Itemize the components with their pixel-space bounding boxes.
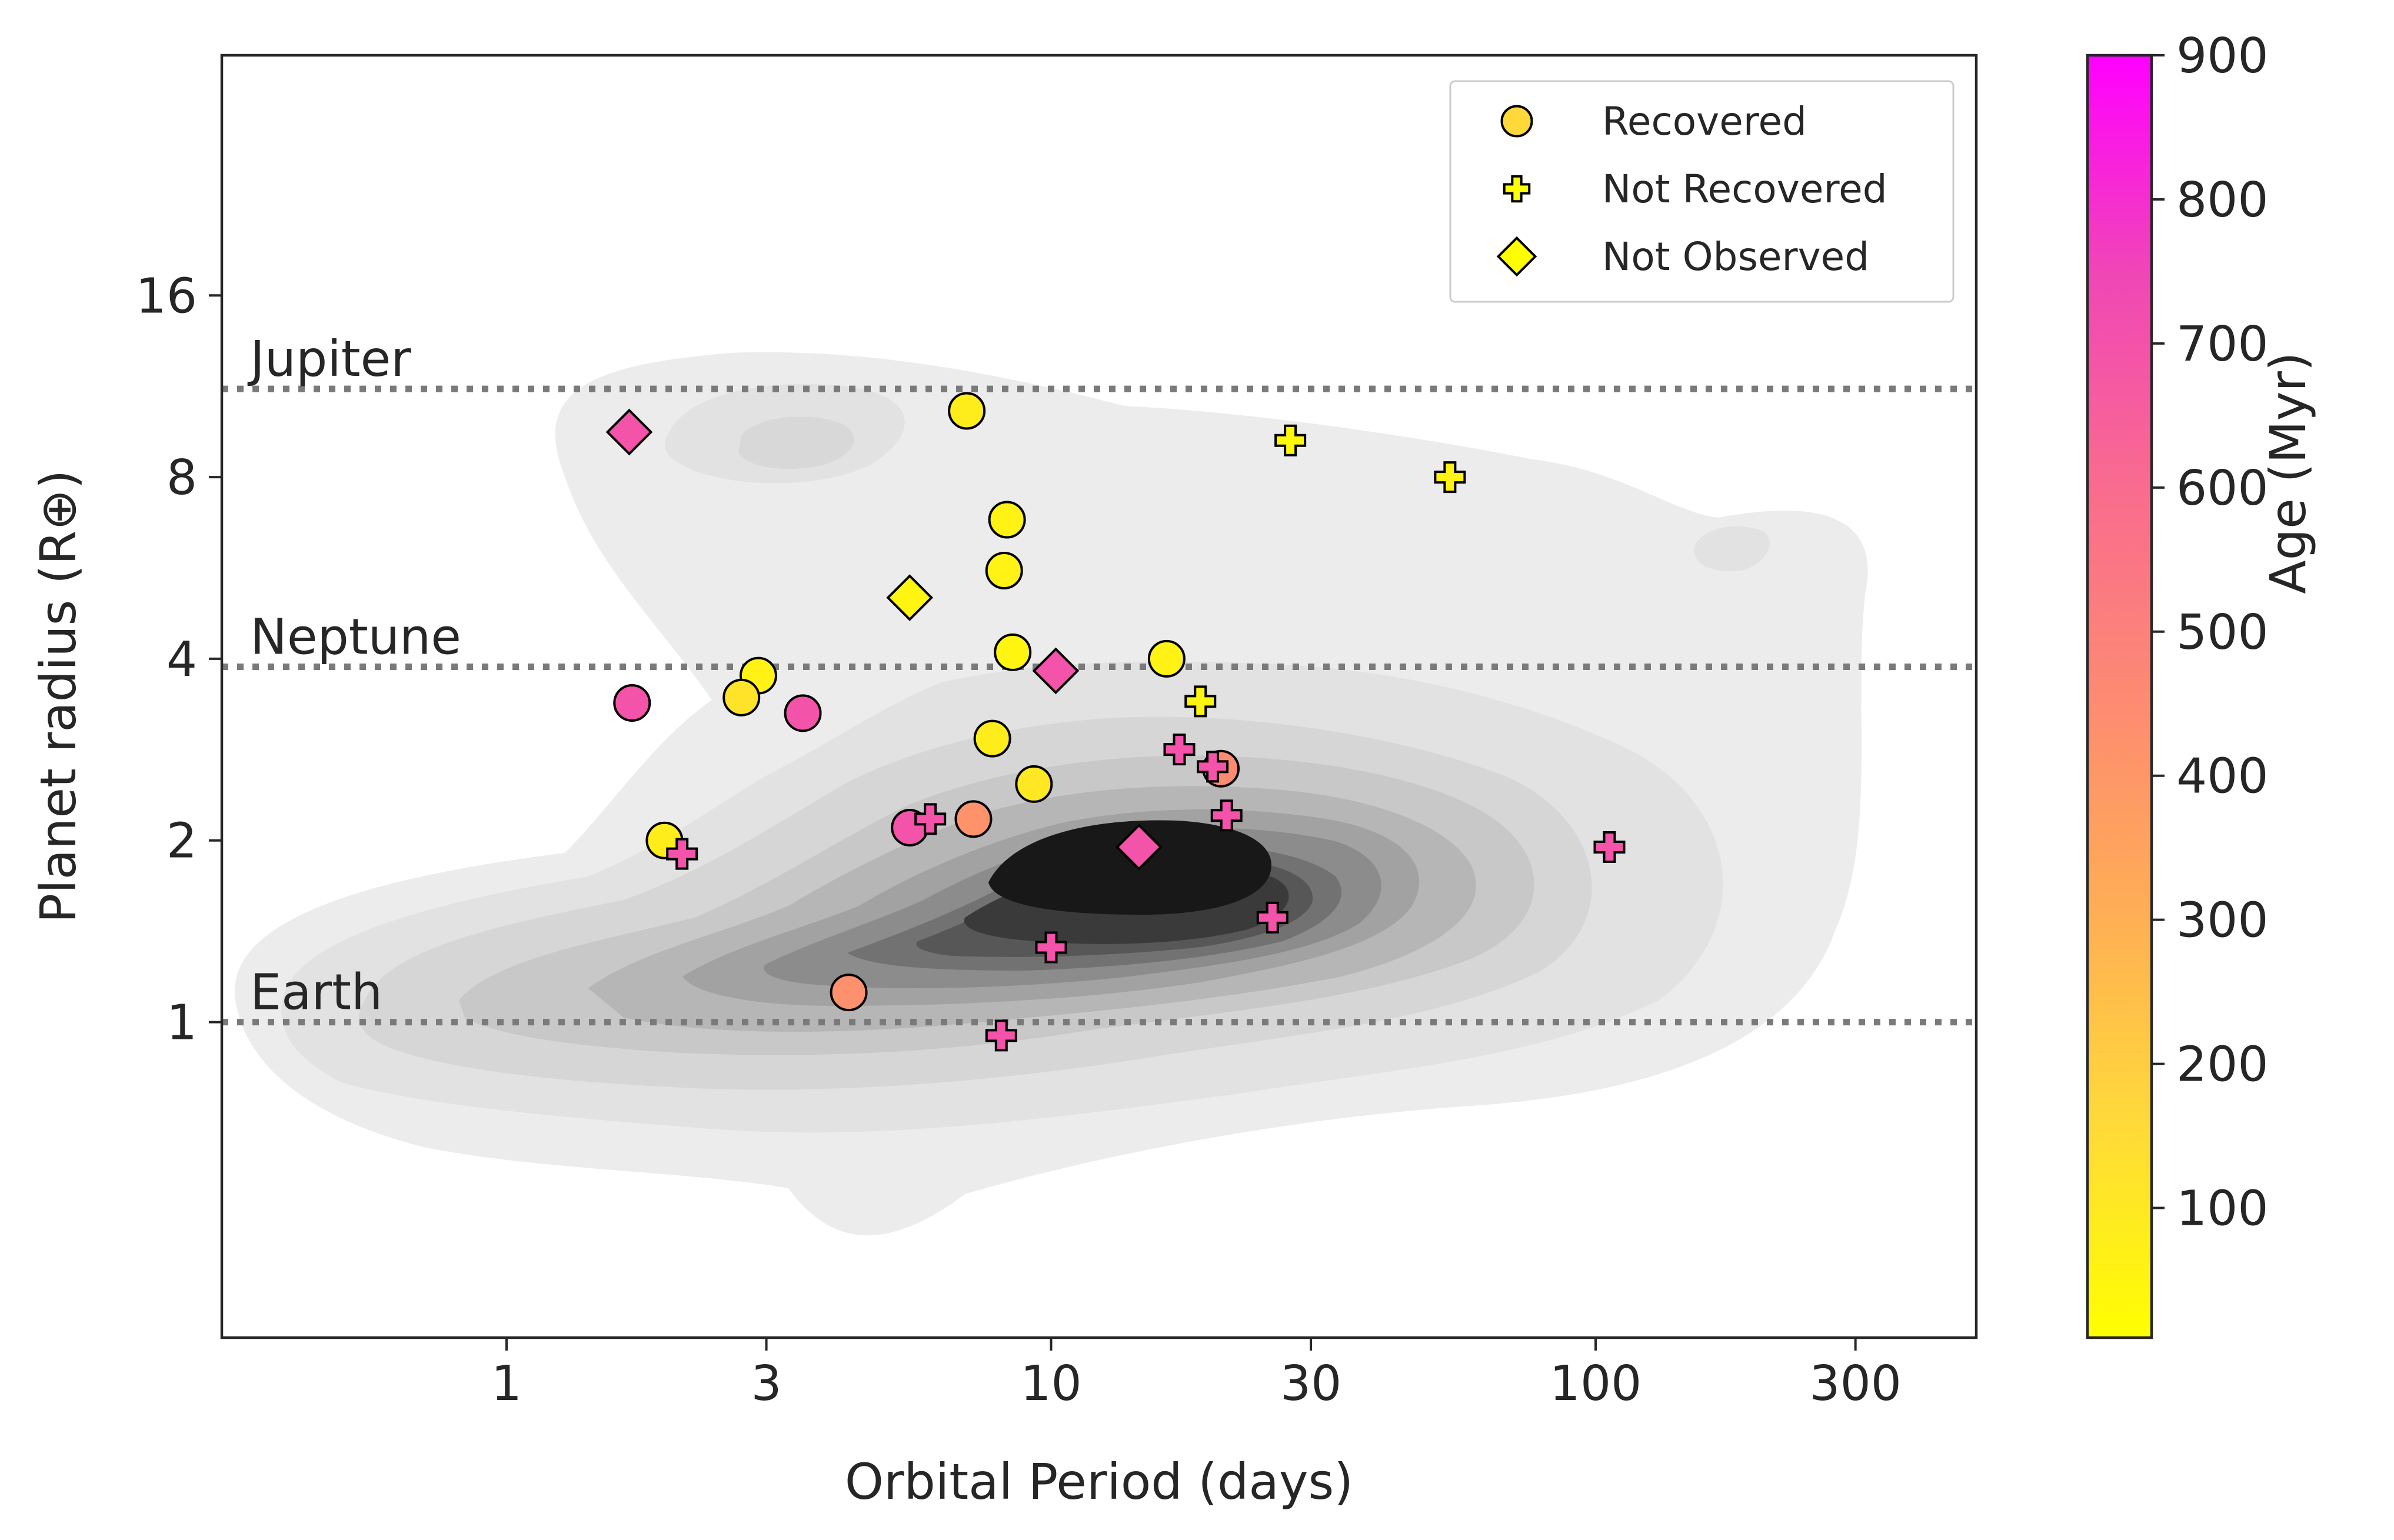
recovered-point-12 xyxy=(830,974,868,1012)
y-tick-label: 1 xyxy=(167,995,197,1051)
y-tick-label: 16 xyxy=(136,268,197,324)
legend-label-not-observed: Not Observed xyxy=(1602,234,1869,279)
x-tick-label: 1 xyxy=(491,1356,522,1412)
recovered-point-1 xyxy=(988,501,1026,539)
recovered-point-6 xyxy=(722,678,761,716)
colorbar-title: Age (Myr) xyxy=(2259,352,2317,594)
not-recovered-point-7 xyxy=(914,803,947,835)
x-tick-label: 300 xyxy=(1809,1356,1902,1412)
legend: Recovered Not Recovered Not Observed xyxy=(1449,80,1955,303)
colorbar-tick-label: 500 xyxy=(2176,605,2269,661)
not-recovered-point-2 xyxy=(1184,685,1217,718)
not-recovered-point-9 xyxy=(1256,901,1288,934)
y-tick-label: 8 xyxy=(167,450,197,506)
x-tick-label: 100 xyxy=(1550,1356,1642,1412)
recovered-point-13 xyxy=(613,684,651,722)
reference-label-earth: Earth xyxy=(250,964,382,1021)
x-axis: 1 3 10 30 100 300 xyxy=(491,1338,1902,1412)
x-tick-label: 10 xyxy=(1020,1356,1081,1412)
colorbar-tick-label: 800 xyxy=(2176,172,2269,228)
y-axis: 1 2 4 8 16 xyxy=(136,268,222,1051)
recovered-point-7 xyxy=(973,719,1011,758)
not-recovered-point-11 xyxy=(1593,831,1626,864)
not-recovered-point-6 xyxy=(666,838,698,870)
recovered-point-2 xyxy=(985,551,1023,589)
y-axis-title: Planet radius (R⊕) xyxy=(29,470,87,924)
colorbar-gradient xyxy=(2086,54,2153,1339)
colorbar-tick-label: 200 xyxy=(2176,1037,2269,1093)
plot-frame xyxy=(220,54,1978,1339)
colorbar-tick-label: 900 xyxy=(2176,28,2269,84)
x-tick-label: 3 xyxy=(751,1356,781,1412)
not-observed-point-2 xyxy=(1032,647,1080,695)
colorbar-tick-label: 600 xyxy=(2176,461,2269,516)
colorbar-tick-label: 100 xyxy=(2176,1181,2269,1237)
legend-label-recovered: Recovered xyxy=(1602,99,1807,144)
data-markers xyxy=(605,392,1626,1052)
colorbar-tick-label: 700 xyxy=(2176,316,2269,372)
recovered-point-8 xyxy=(1015,765,1053,803)
not-recovered-point-4 xyxy=(1197,751,1229,783)
y-tick-label: 4 xyxy=(167,632,197,688)
not-recovered-point-1 xyxy=(1434,461,1466,494)
colorbar-tick-label: 300 xyxy=(2176,893,2269,949)
y-tick-label: 2 xyxy=(167,814,197,869)
not-recovered-point-0 xyxy=(1274,424,1307,456)
legend-marker-diamond xyxy=(1496,236,1537,277)
legend-label-not-recovered: Not Recovered xyxy=(1602,166,1887,212)
colorbar-tick-label: 400 xyxy=(2176,749,2269,805)
recovered-point-0 xyxy=(948,392,986,430)
not-recovered-point-5 xyxy=(1210,799,1243,832)
not-observed-point-3 xyxy=(1116,824,1163,871)
reference-lines: Jupiter Neptune Earth xyxy=(222,330,1976,1026)
x-axis-title: Orbital Period (days) xyxy=(845,1453,1353,1511)
not-recovered-point-8 xyxy=(1035,931,1067,964)
recovered-point-3 xyxy=(994,633,1032,671)
recovered-point-14 xyxy=(784,694,822,732)
colorbar: 100 200 300 400 500 600 700 800 900 Age (Myr) xyxy=(2086,28,2317,1339)
not-recovered-point-10 xyxy=(985,1019,1017,1052)
reference-label-neptune: Neptune xyxy=(250,608,461,665)
population-density xyxy=(234,352,1868,1235)
density-lobe-right xyxy=(1694,526,1770,571)
not-recovered-point-3 xyxy=(1163,734,1196,766)
recovered-point-11 xyxy=(954,800,993,838)
recovered-point-4 xyxy=(1147,639,1186,678)
not-observed-point-1 xyxy=(886,574,934,621)
legend-marker-circle xyxy=(1500,105,1533,138)
reference-label-jupiter: Jupiter xyxy=(247,330,411,388)
not-observed-point-0 xyxy=(605,408,653,456)
density-lobe-upper-core xyxy=(738,416,854,469)
x-tick-label: 30 xyxy=(1280,1356,1341,1412)
legend-marker-plus xyxy=(1503,175,1531,203)
legend-frame xyxy=(1449,80,1955,303)
density-contour-11 xyxy=(988,820,1271,915)
